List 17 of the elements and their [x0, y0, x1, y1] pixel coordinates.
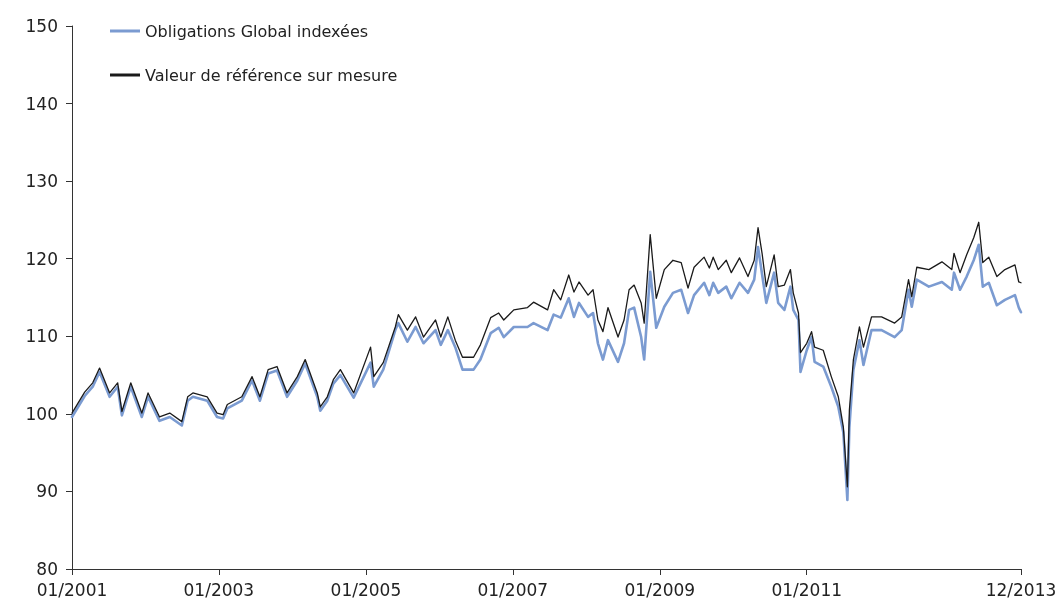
- x-tick-label: 01/2005: [330, 579, 402, 600]
- legend-label: Obligations Global indexées: [145, 21, 369, 41]
- y-tick-label: 120: [25, 248, 58, 269]
- legend-label: Valeur de référence sur mesure: [145, 65, 398, 85]
- x-tick-label: 01/2007: [477, 579, 549, 600]
- y-tick-label: 80: [36, 559, 58, 579]
- x-tick-label: 01/2001: [36, 579, 108, 600]
- y-tick-label: 140: [25, 93, 58, 114]
- y-tick-label: 100: [25, 403, 58, 424]
- x-tick-label: 01/2011: [771, 579, 843, 600]
- y-tick-label: 110: [25, 326, 58, 347]
- x-tick-label: 01/2009: [624, 579, 696, 600]
- y-tick-label: 90: [36, 481, 58, 502]
- y-tick-label: 130: [25, 171, 58, 192]
- x-tick-label: 01/2003: [183, 579, 255, 600]
- x-tick-label: 12/2013: [985, 579, 1057, 600]
- y-tick-label: 150: [25, 16, 58, 36]
